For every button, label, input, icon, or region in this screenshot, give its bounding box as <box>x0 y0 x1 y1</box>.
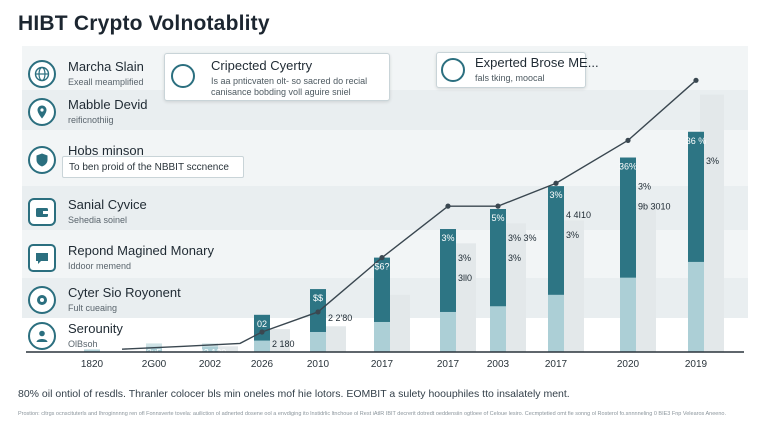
trend-point-10 <box>693 77 699 83</box>
x-tick-label: 2002 <box>198 359 222 370</box>
row-hobs-minson[interactable]: Hobs minson <box>28 140 288 180</box>
bar-gray-3 <box>266 329 290 352</box>
data-label: 3% 3% <box>508 233 537 243</box>
bar-dark-6 <box>440 229 456 312</box>
highlight-text: To ben proid of the NBBIT sccnence <box>69 162 229 173</box>
data-label: $$ <box>313 293 323 303</box>
footnote: Prostion: cltrgs ocnscituterls and Ihrog… <box>18 411 726 417</box>
callout-line: fals tking, moocal <box>475 73 545 83</box>
x-tick-label: 2020 <box>616 359 640 370</box>
callout-experted-brose[interactable]: Experted Brose ME... fals tking, moocal <box>436 52 599 88</box>
row-mabble-devid[interactable]: Mabble Devid reificnothiig <box>28 94 288 134</box>
row-sanial-cyvice[interactable]: Sanial Cyvice Sehedia soinel <box>28 194 288 234</box>
row-marcha-slain[interactable]: Marcha Slain Exeall meamplified <box>28 56 288 96</box>
bar-dark-9 <box>620 157 636 278</box>
x-tick-label: 2017 <box>544 359 568 370</box>
row-label: Sanial Cyvice <box>68 197 147 212</box>
data-label: 3ll0 <box>458 273 472 283</box>
page-title: HIBT Crypto Volnotablity <box>18 12 270 35</box>
row-sub: Iddoor memend <box>68 261 132 271</box>
x-tick-label: 2019 <box>684 359 708 370</box>
x-tick-label: 2003 <box>486 359 510 370</box>
x-tick-label: 2010 <box>306 359 330 370</box>
row-label: Cyter Sio Royonent <box>68 285 181 300</box>
row-serounity[interactable]: Serounity OlBsoh <box>28 318 288 358</box>
row-sub: OlBsoh <box>68 339 98 349</box>
globe-icon <box>28 60 56 88</box>
data-label: 4 4I10 <box>566 210 591 220</box>
gear-icon <box>28 286 56 314</box>
data-label: 3% <box>566 230 579 240</box>
data-label: 02 <box>257 319 267 329</box>
row-label: Hobs minson <box>68 143 144 158</box>
trend-point-4 <box>315 309 321 315</box>
x-tick-label: 2026 <box>250 359 274 370</box>
x-tick-label: 2017 <box>370 359 394 370</box>
chart-badge-icon <box>171 64 195 88</box>
trend-point-8 <box>553 180 559 186</box>
bar-dark-10 <box>688 131 704 262</box>
data-label: 36% <box>619 162 637 172</box>
bar-gray-2 <box>214 346 238 352</box>
data-label: 9b 3010 <box>638 202 671 212</box>
row-repond-magined-monary[interactable]: Repond Magined Monary Iddoor memend <box>28 240 288 280</box>
bar-mid-1 <box>146 346 162 352</box>
data-label: 5% <box>491 213 504 223</box>
data-label: 2 2'80 <box>328 313 352 323</box>
row-label: Repond Magined Monary <box>68 243 214 258</box>
row-sub: Fult cueaing <box>68 303 118 313</box>
callout-line: canisance bobding voll aguire sniel <box>211 87 351 97</box>
x-tick-label: 1820 <box>80 359 104 370</box>
row-sub: Exeall meamplified <box>68 77 144 87</box>
trend-point-6 <box>445 203 451 209</box>
callout-title: Experted Brose ME... <box>475 55 599 70</box>
callout-line: Is aa pnticvaten olt- so sacred do recia… <box>211 76 368 86</box>
person-icon <box>28 322 56 350</box>
wallet-icon <box>28 198 56 226</box>
row-cyter-sio-royonent[interactable]: Cyter Sio Royonent Fult cueaing <box>28 282 288 322</box>
bar-mid-0 <box>84 350 100 352</box>
row-label: Mabble Devid <box>68 97 148 112</box>
bar-dark-7 <box>490 209 506 307</box>
x-tick-label: 2G00 <box>141 359 167 370</box>
shield-icon <box>28 146 56 174</box>
data-label: 3% <box>508 253 521 263</box>
row-label: Marcha Slain <box>68 59 144 74</box>
x-tick-label: 2017 <box>436 359 460 370</box>
trend-point-7 <box>495 203 501 209</box>
data-label: 3% <box>706 156 719 166</box>
chat-icon <box>28 244 56 272</box>
bar-mid-2 <box>202 346 218 352</box>
data-label: 2 180 <box>272 339 295 349</box>
card-icon <box>441 58 465 82</box>
data-label: 3% <box>441 233 454 243</box>
trend-point-5 <box>379 255 385 261</box>
data-label: 36 % <box>686 136 707 146</box>
bar-dark-8 <box>548 186 564 295</box>
trend-point-9 <box>625 137 631 143</box>
row-sub: reificnothiig <box>68 115 114 125</box>
trend-point-3 <box>259 329 265 335</box>
row-label: Serounity <box>68 321 123 336</box>
data-label: 3% <box>638 182 651 192</box>
callout-cripected-cyertry[interactable]: Cripected Cyertry Is aa pnticvaten olt- … <box>164 53 390 101</box>
bar-dark-5 <box>374 257 390 322</box>
row-sub: Sehedia soinel <box>68 215 128 225</box>
footer-text: 80% oil ontiol of resdls. Thranler coloc… <box>18 388 570 400</box>
data-label: $6? <box>374 262 389 272</box>
data-label: 3% <box>549 190 562 200</box>
highlight-box: To ben proid of the NBBIT sccnence <box>62 156 244 178</box>
callout-title: Cripected Cyertry <box>211 58 313 73</box>
location-pin-icon <box>28 98 56 126</box>
data-label: 3% <box>458 253 471 263</box>
